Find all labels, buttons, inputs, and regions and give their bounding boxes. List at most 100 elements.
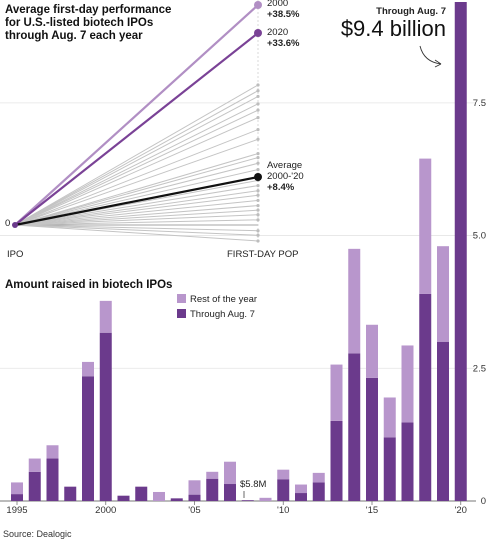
year-line-21 <box>14 224 259 232</box>
bar-through-aug-7-2019 <box>437 341 449 501</box>
bar-through-aug-7-1996 <box>28 471 41 501</box>
year-dot-17 <box>256 203 260 208</box>
bar-rest-of-year-2015 <box>366 324 378 378</box>
year-dot-8 <box>256 151 260 156</box>
top-title-line-1: Average first-day performance <box>5 4 171 16</box>
year-line-1 <box>14 90 259 226</box>
line-2020-dot <box>254 29 262 37</box>
bar-through-aug-7-2018 <box>419 293 432 501</box>
bar-rest-of-year-2017 <box>401 345 414 423</box>
top-title: Average first-day performance for U.S.-l… <box>5 4 171 42</box>
year-dot-9 <box>256 155 260 160</box>
label-average-line-1: Average <box>267 160 302 171</box>
bar-rest-of-year-2011 <box>295 484 307 494</box>
bar-rest-of-year-2005 <box>188 480 201 495</box>
bar-rest-of-year-2014 <box>348 248 361 354</box>
bar-through-aug-7-2010 <box>277 479 290 501</box>
line-average <box>14 175 259 227</box>
bar-through-aug-7-1998 <box>64 486 77 501</box>
bar-rest-of-year-2012 <box>312 472 325 483</box>
legend-swatch-rest-of-year <box>177 294 186 303</box>
y-tick-label: 5.0 <box>473 231 486 242</box>
x-tick-label: '05 <box>188 505 200 516</box>
bar-through-aug-7-2014 <box>348 353 361 501</box>
year-line-3 <box>14 103 259 226</box>
year-dot-0 <box>256 83 260 87</box>
year-dot-10 <box>256 161 260 165</box>
y-tick-label: 7.5 <box>473 98 486 109</box>
bar-through-aug-7-2011 <box>295 493 307 501</box>
bar-rest-of-year-2003 <box>153 491 165 501</box>
bar-through-aug-7-1997 <box>46 458 59 501</box>
bar-rest-of-year-2000 <box>99 300 112 333</box>
label-2000-year: 2000 <box>267 0 288 9</box>
bar-series <box>11 2 467 501</box>
bar-through-aug-7-2002 <box>135 486 148 501</box>
bar-through-aug-7-2008 <box>241 500 254 501</box>
bar-rest-of-year-2007 <box>224 461 236 485</box>
bar-through-aug-7-2016 <box>383 437 396 501</box>
top-zero-label: 0 <box>5 218 10 229</box>
year-line-0 <box>14 84 259 226</box>
bar-through-aug-7-1995 <box>11 494 23 501</box>
bar-through-aug-7-2001 <box>117 495 130 501</box>
annotation-arrow <box>419 45 442 65</box>
x-tick-label: '10 <box>277 505 289 516</box>
label-average-line-2: 2000-'20 <box>267 171 304 182</box>
bar-through-aug-7-2004 <box>170 498 183 501</box>
x-tick-label: '20 <box>455 505 467 516</box>
x-label-ipo: IPO <box>7 249 23 260</box>
bar-through-aug-7-2006 <box>206 478 219 501</box>
bar-rest-of-year-1996 <box>28 458 41 472</box>
year-dot-2 <box>256 94 260 99</box>
line-2000-dot <box>254 1 262 9</box>
year-line-6 <box>14 129 259 226</box>
first-day-slope-chart <box>12 0 262 243</box>
bar-through-aug-7-2007 <box>224 484 236 501</box>
year-line-15 <box>14 194 259 226</box>
year-dot-23 <box>256 239 260 243</box>
year-line-5 <box>14 117 259 226</box>
year-dot-5 <box>256 115 260 120</box>
watermark-right: zhouwenhan <box>364 517 432 531</box>
bar-rest-of-year-2018 <box>419 158 432 294</box>
year-dot-13 <box>256 183 260 188</box>
bar-rest-of-year-2016 <box>383 397 396 438</box>
year-dot-15 <box>256 193 260 197</box>
bar-rest-of-year-2009 <box>259 497 272 501</box>
watermark-left: 雪球: <box>328 517 355 531</box>
top-title-line-2: for U.S.-listed biotech IPOs <box>5 17 153 29</box>
bar-through-aug-7-2005 <box>188 494 201 501</box>
year-line-19 <box>14 214 259 226</box>
annotation-through-aug-7: Through Aug. 7 <box>376 6 446 17</box>
bar-through-aug-7-2013 <box>330 420 343 501</box>
snowball-logo-icon <box>312 516 326 530</box>
label-average-value: +8.4% <box>267 182 295 193</box>
y-tick-label: 0 <box>481 496 486 507</box>
arrow-head-icon <box>434 59 442 68</box>
bar-through-aug-7-2015 <box>366 377 378 501</box>
year-dot-11 <box>256 167 260 172</box>
x-label-first-day-pop: FIRST-DAY POP <box>227 249 298 260</box>
legend-label-rest-of-year: Rest of the year <box>190 294 257 305</box>
year-dot-18 <box>256 208 260 212</box>
y-axis-ticks: 0 2.5 5.0 7.5 <box>473 98 486 507</box>
legend-label-through-aug-7: Through Aug. 7 <box>190 309 255 320</box>
year-dot-14 <box>256 189 260 193</box>
line-average-dot <box>254 173 262 181</box>
year-line-22 <box>14 224 259 236</box>
year-dot-7 <box>256 137 260 141</box>
year-line-23 <box>14 224 259 242</box>
year-line-7 <box>14 138 259 226</box>
year-line-9 <box>14 157 259 226</box>
bar-rest-of-year-2019 <box>437 246 449 342</box>
bar-rest-of-year-1999 <box>82 361 94 377</box>
label-2020-year: 2020 <box>267 27 288 38</box>
bar-rest-of-year-2006 <box>206 471 219 479</box>
year-dot-21 <box>256 229 260 233</box>
bar-rest-of-year-1997 <box>46 445 59 459</box>
x-tick-label: '15 <box>366 505 378 516</box>
legend-swatch-through-aug-7 <box>177 309 186 318</box>
year-dot-20 <box>256 218 260 222</box>
year-line-4 <box>14 109 259 226</box>
